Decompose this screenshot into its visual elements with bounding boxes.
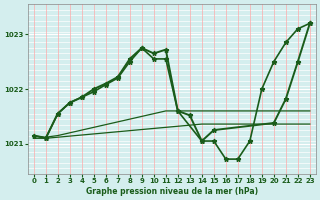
X-axis label: Graphe pression niveau de la mer (hPa): Graphe pression niveau de la mer (hPa)	[86, 187, 258, 196]
